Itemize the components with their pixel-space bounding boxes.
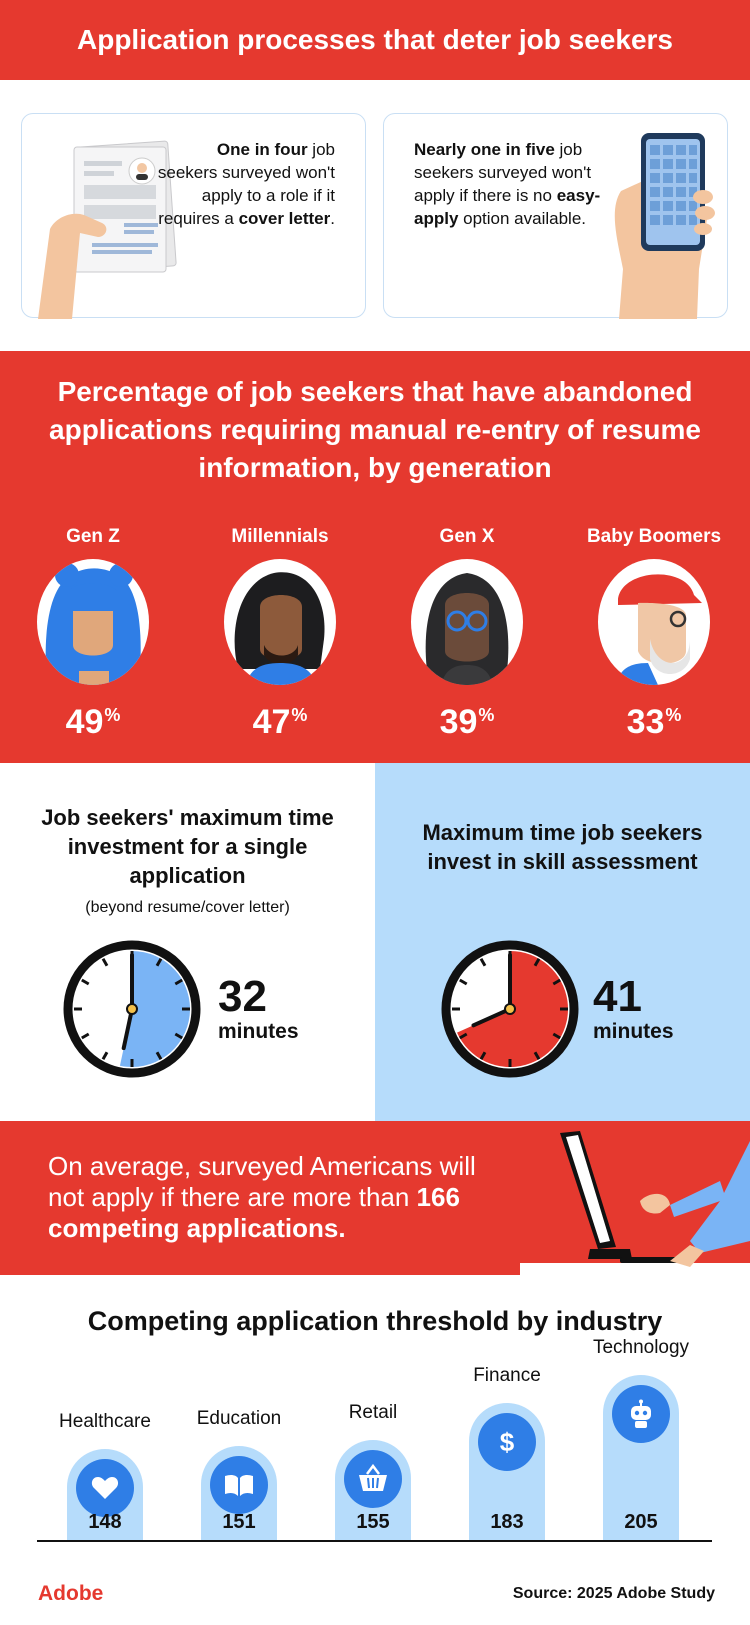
- industry-bar: 148: [67, 1449, 143, 1540]
- industry-value: 148: [88, 1510, 122, 1533]
- resume-in-hand-illustration: [38, 140, 177, 319]
- generation-gen-x: Gen X 39%: [392, 501, 542, 742]
- percent-value: 39: [439, 703, 478, 741]
- minutes-number: 41: [593, 972, 642, 1021]
- industry-title: Competing application threshold by indus…: [87, 1306, 663, 1336]
- title-band: Application processes that deter job see…: [0, 0, 750, 80]
- percent-value: 49: [65, 703, 104, 741]
- industry-value: 151: [222, 1510, 256, 1533]
- generation-band: Percentage of job seekers that have aban…: [0, 351, 750, 763]
- dollar-icon: $: [478, 1413, 536, 1472]
- generation-percent: 47%: [205, 703, 355, 742]
- millennials-avatar: [224, 559, 336, 685]
- minutes-number: 32: [218, 972, 267, 1021]
- application-time-value: 32 minutes: [218, 975, 299, 1045]
- generation-percent: 49%: [18, 703, 168, 742]
- generation-percent: 39%: [392, 703, 542, 742]
- easy-apply-stat: Nearly one in five job seekers surveyed …: [414, 138, 604, 230]
- industry-label: Retail: [348, 1402, 398, 1424]
- application-time-note: (beyond resume/cover letter): [85, 899, 290, 916]
- industry-bar: 151: [201, 1445, 277, 1540]
- baby-boomers-avatar: [598, 559, 710, 685]
- industry-label: Healthcare: [59, 1411, 151, 1433]
- percent-sign: %: [478, 705, 495, 725]
- skill-assessment-title: Maximum time job seekers invest in skill…: [422, 820, 703, 874]
- industry-value: 205: [624, 1510, 658, 1533]
- application-time-title: Job seekers' maximum time investment for…: [41, 805, 334, 888]
- clock-icon: [441, 940, 579, 1078]
- gen-z-avatar: [37, 559, 149, 685]
- page-title: Application processes that deter job see…: [77, 24, 673, 55]
- industry-bar: $183: [469, 1403, 545, 1540]
- industry-label: Finance: [473, 1365, 541, 1387]
- industry-bar: 205: [603, 1374, 679, 1540]
- minutes-unit: minutes: [218, 1020, 299, 1043]
- easy-apply-card: Nearly one in five job seekers surveyed …: [383, 113, 728, 319]
- percent-sign: %: [291, 705, 308, 725]
- skill-assessment-value: 41 minutes: [593, 975, 674, 1045]
- svg-text:$: $: [500, 1427, 515, 1457]
- industry-item-healthcare: Healthcare 148: [50, 1411, 160, 1540]
- heart-icon: [76, 1459, 134, 1518]
- stat-emphasis: Nearly one in five: [414, 140, 555, 159]
- clock-icon: [63, 940, 201, 1078]
- industry-bar: 155: [335, 1440, 411, 1540]
- cover-letter-card: One in four job seekers surveyed won't a…: [21, 113, 366, 319]
- elapsed-wedge: [119, 951, 191, 1067]
- generation-baby-boomers: Baby Boomers 33%: [579, 501, 729, 742]
- competing-applications-band: On average, surveyed Americans will not …: [0, 1121, 750, 1275]
- book-icon: [210, 1455, 268, 1514]
- chart-baseline: [37, 1540, 712, 1542]
- computer-user-illustration: [520, 1131, 750, 1275]
- application-time-panel: Job seekers' maximum time investment for…: [0, 763, 375, 1121]
- skill-assessment-panel: Maximum time job seekers invest in skill…: [375, 763, 750, 1121]
- percent-value: 47: [252, 703, 291, 741]
- industry-item-finance: Finance $183: [452, 1365, 562, 1540]
- gen-x-avatar: [411, 559, 523, 685]
- industry-label: Technology: [592, 1336, 690, 1358]
- percent-sign: %: [665, 705, 682, 725]
- stat-emphasis: One in four: [216, 140, 308, 159]
- stat-text-end: option available.: [458, 209, 586, 228]
- stat-emphasis-cover-letter: cover letter: [238, 209, 331, 228]
- generation-gen-z: Gen Z 49%: [18, 501, 168, 742]
- industry-item-retail: Retail 155: [318, 1402, 428, 1540]
- source-text: Source: 2025 Adobe Study: [512, 1585, 715, 1602]
- generation-percent: 33%: [579, 703, 729, 742]
- percent-value: 33: [626, 703, 665, 741]
- stat-text-end: .: [330, 209, 335, 228]
- cover-letter-stat: One in four job seekers surveyed won't a…: [155, 138, 335, 230]
- stat-emphasis-easy-apply: easy-apply: [414, 186, 601, 228]
- industry-value: 183: [490, 1510, 524, 1533]
- phone-in-hand-illustration: [614, 133, 715, 319]
- generation-label: Millennials: [231, 526, 329, 547]
- competing-applications-stat: On average, surveyed Americans will not …: [48, 1151, 518, 1244]
- industry-item-technology: Technology 205: [586, 1337, 696, 1540]
- industry-item-education: Education 151: [184, 1408, 294, 1540]
- industry-label: Education: [196, 1407, 282, 1429]
- generation-label: Baby Boomers: [586, 526, 722, 547]
- adobe-logo: Adobe: [38, 1582, 104, 1605]
- minutes-unit: minutes: [593, 1020, 674, 1043]
- basket-icon: [344, 1450, 402, 1509]
- generation-heading: Percentage of job seekers that have aban…: [49, 376, 701, 483]
- generation-millennials: Millennials 47%: [205, 501, 355, 742]
- stat-text: job seekers surveyed won't apply if ther…: [414, 140, 592, 205]
- percent-sign: %: [104, 705, 121, 725]
- stat-text: On average, surveyed Americans will not …: [48, 1151, 476, 1212]
- robot-icon: [612, 1384, 670, 1443]
- stat-emphasis: 166 competing applications: [48, 1182, 460, 1243]
- stat-text: job seekers surveyed won't apply to a ro…: [157, 140, 335, 228]
- industry-value: 155: [356, 1510, 390, 1533]
- generation-label: Gen Z: [66, 526, 120, 547]
- generation-label: Gen X: [439, 526, 495, 547]
- stat-text-end: .: [338, 1213, 346, 1243]
